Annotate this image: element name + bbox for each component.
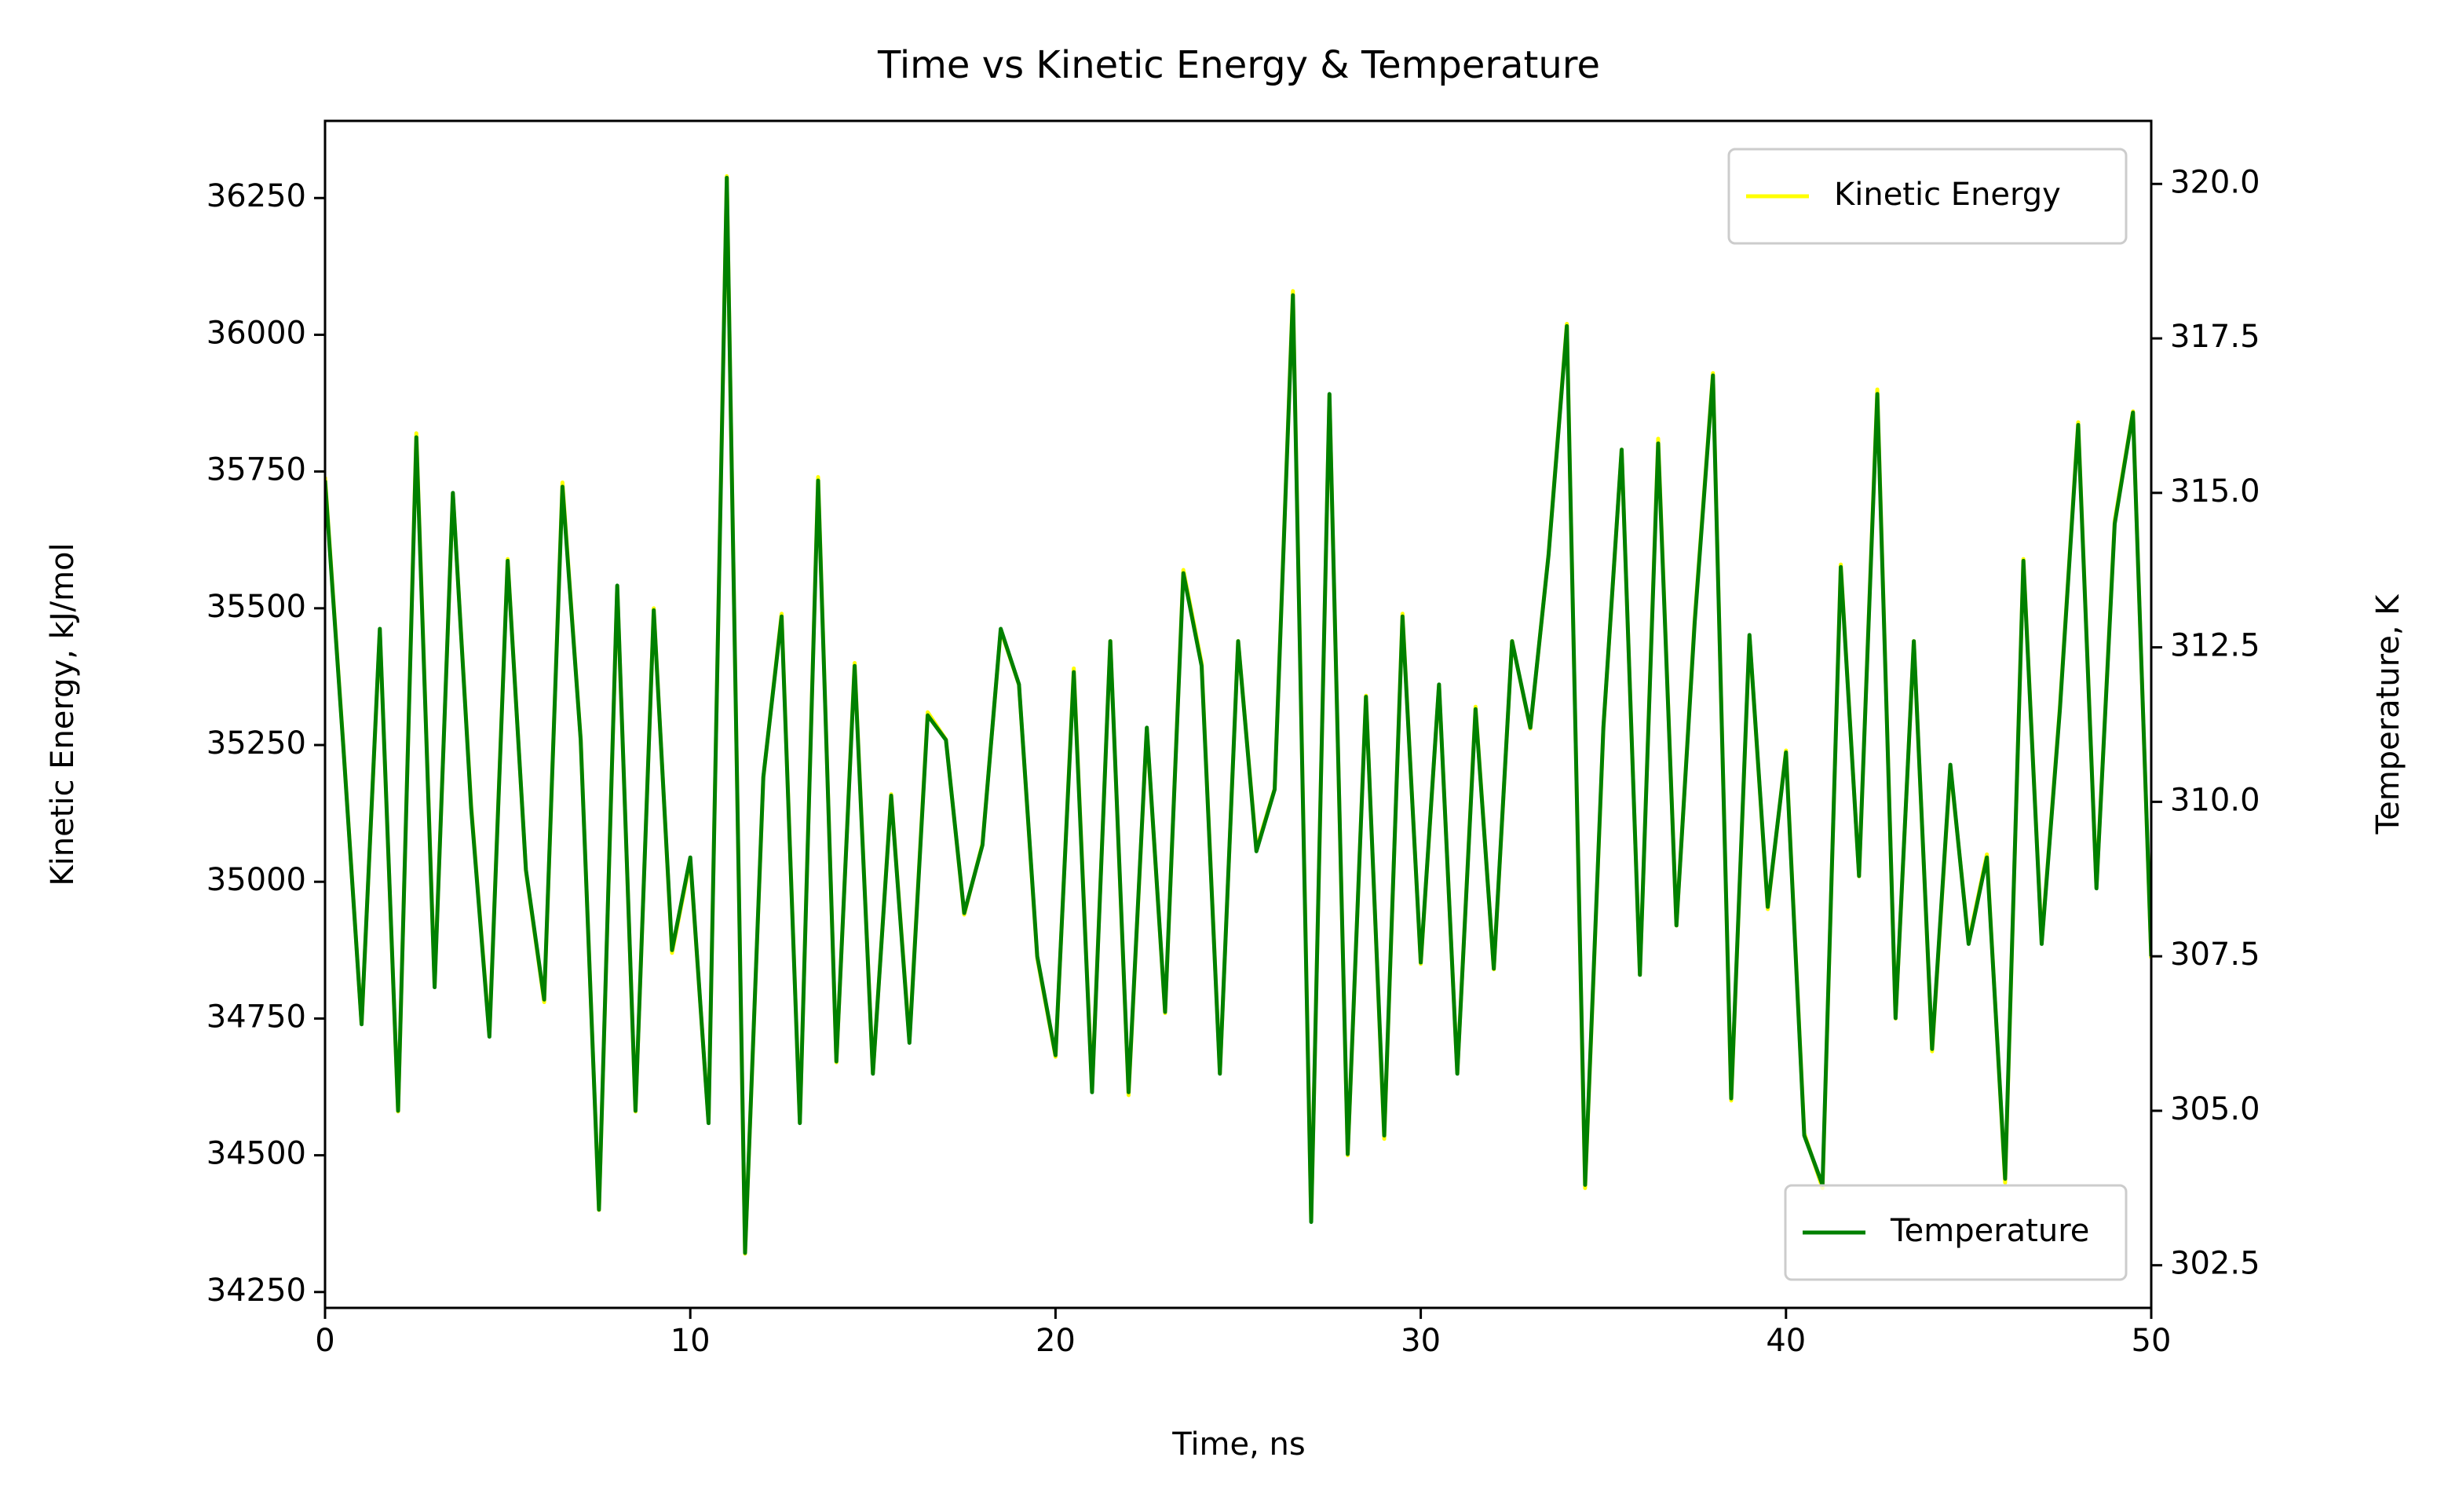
y-tick-label: 35250 — [206, 725, 306, 761]
y-tick-label: 34250 — [206, 1273, 306, 1309]
y2-tick-label: 317.5 — [2170, 319, 2260, 355]
x-tick-label: 30 — [1401, 1323, 1441, 1359]
chart-title: Time vs Kinetic Energy & Temperature — [877, 43, 1600, 87]
y2-tick-label: 320.0 — [2170, 164, 2260, 200]
plot-frame — [323, 119, 2153, 1309]
x-tick-label: 50 — [2132, 1323, 2172, 1359]
y-tick-label: 36000 — [206, 315, 306, 351]
y-tick-label: 35000 — [206, 862, 306, 898]
x-tick-label: 40 — [1766, 1323, 1806, 1359]
data-line — [325, 175, 2151, 1255]
x-tick-label: 10 — [670, 1323, 711, 1359]
y-tick-label: 35750 — [206, 452, 306, 488]
legend-box — [1727, 148, 2128, 245]
y2-tick-label: 310.0 — [2170, 782, 2260, 818]
y2-tick-label: 315.0 — [2170, 473, 2260, 509]
x-tick-label: 0 — [315, 1323, 334, 1359]
x-tick-label: 20 — [1036, 1323, 1076, 1359]
legend-box — [1784, 1184, 2128, 1281]
y2-tick-label: 305.0 — [2170, 1091, 2260, 1127]
legend-label: Kinetic Energy — [1834, 177, 2061, 213]
y2-tick-label: 307.5 — [2170, 937, 2260, 973]
y-tick-label: 34750 — [206, 999, 306, 1035]
x-axis-label: Time, ns — [1171, 1426, 1306, 1463]
y2-tick-label: 302.5 — [2170, 1246, 2260, 1282]
y-tick-label: 34500 — [206, 1136, 306, 1172]
y-tick-label: 35500 — [206, 589, 306, 625]
y2-axis-label: Temperature, K — [2370, 593, 2406, 835]
legend-label: Temperature — [1890, 1213, 2089, 1249]
y2-tick-label: 312.5 — [2170, 628, 2260, 664]
y-axis-label: Kinetic Energy, kJ/mol — [45, 542, 81, 886]
y-tick-label: 36250 — [206, 178, 306, 214]
